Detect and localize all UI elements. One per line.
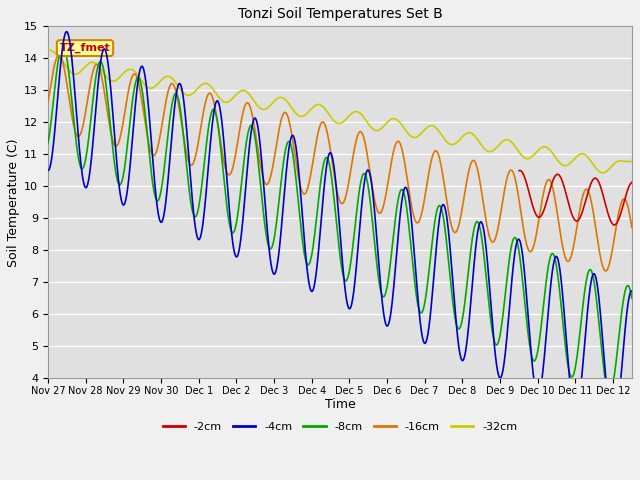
-8cm bbox=[611, 366, 619, 372]
-4cm bbox=[609, 427, 617, 432]
-16cm bbox=[44, 99, 52, 105]
Line: -32cm: -32cm bbox=[48, 49, 632, 173]
-2cm bbox=[515, 168, 523, 174]
-8cm bbox=[628, 295, 636, 301]
-8cm bbox=[74, 153, 82, 159]
-32cm bbox=[312, 102, 320, 108]
-16cm bbox=[628, 225, 636, 230]
-4cm bbox=[612, 422, 620, 428]
-32cm bbox=[74, 71, 81, 76]
-32cm bbox=[504, 137, 511, 143]
Line: -8cm: -8cm bbox=[48, 46, 632, 393]
-8cm bbox=[612, 364, 620, 370]
-2cm bbox=[516, 168, 524, 173]
-4cm bbox=[74, 130, 82, 135]
-16cm bbox=[55, 52, 63, 58]
-16cm bbox=[602, 268, 610, 274]
-4cm bbox=[611, 423, 619, 429]
X-axis label: Time: Time bbox=[324, 397, 355, 410]
-16cm bbox=[74, 133, 82, 139]
Line: -16cm: -16cm bbox=[48, 55, 632, 271]
-32cm bbox=[44, 47, 52, 52]
-2cm bbox=[582, 199, 589, 204]
-32cm bbox=[611, 160, 619, 166]
-4cm bbox=[313, 266, 321, 272]
-8cm bbox=[606, 390, 614, 396]
-16cm bbox=[612, 228, 620, 234]
Line: -4cm: -4cm bbox=[48, 32, 632, 430]
Text: TZ_fmet: TZ_fmet bbox=[60, 43, 110, 53]
Title: Tonzi Soil Temperatures Set B: Tonzi Soil Temperatures Set B bbox=[237, 7, 442, 21]
-32cm bbox=[328, 116, 336, 121]
-4cm bbox=[628, 288, 636, 294]
Y-axis label: Soil Temperature (C): Soil Temperature (C) bbox=[7, 138, 20, 266]
-8cm bbox=[59, 43, 67, 48]
-2cm bbox=[546, 187, 554, 192]
-32cm bbox=[628, 159, 636, 165]
-8cm bbox=[313, 214, 321, 220]
-4cm bbox=[504, 322, 512, 328]
-16cm bbox=[504, 172, 512, 178]
-2cm bbox=[611, 222, 618, 228]
-4cm bbox=[63, 29, 70, 35]
-8cm bbox=[328, 179, 336, 185]
-2cm bbox=[543, 197, 551, 203]
-16cm bbox=[328, 158, 336, 164]
-8cm bbox=[44, 141, 52, 146]
-16cm bbox=[313, 137, 321, 143]
-4cm bbox=[44, 168, 52, 173]
Line: -2cm: -2cm bbox=[519, 170, 632, 225]
Legend: -2cm, -4cm, -8cm, -16cm, -32cm: -2cm, -4cm, -8cm, -16cm, -32cm bbox=[158, 418, 522, 436]
-2cm bbox=[522, 177, 529, 183]
-32cm bbox=[611, 160, 619, 166]
-32cm bbox=[599, 170, 607, 176]
-4cm bbox=[328, 154, 336, 159]
-8cm bbox=[504, 267, 512, 273]
-2cm bbox=[628, 180, 636, 185]
-2cm bbox=[545, 193, 552, 199]
-2cm bbox=[548, 182, 556, 188]
-16cm bbox=[611, 230, 619, 236]
